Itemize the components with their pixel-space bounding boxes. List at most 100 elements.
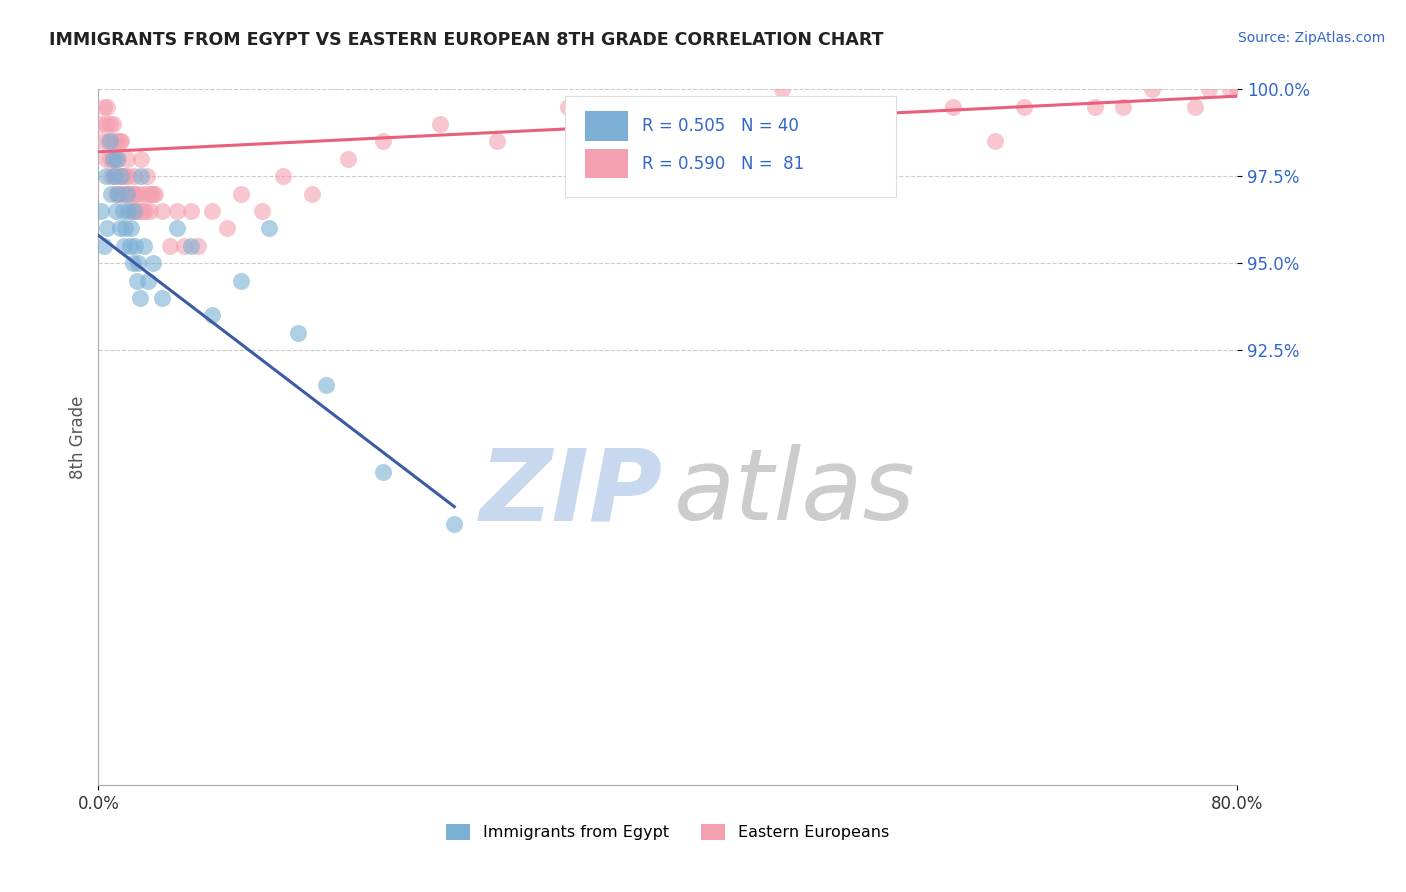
Point [91, 135, 114, 149]
Point [1112, 100, 1135, 114]
Point [120, 221, 142, 235]
Point [187, 239, 209, 253]
Point [108, 135, 131, 149]
Point [122, 169, 145, 184]
Point [273, 169, 295, 184]
Point [122, 204, 145, 219]
Point [110, 169, 132, 184]
Point [127, 256, 149, 270]
Point [301, 186, 323, 201]
Point [90, 204, 112, 219]
Point [103, 169, 125, 184]
Point [129, 169, 152, 184]
Point [166, 221, 188, 235]
Point [1012, 100, 1035, 114]
Point [110, 135, 132, 149]
Point [152, 291, 174, 305]
Point [1084, 100, 1107, 114]
Point [166, 204, 188, 219]
Point [120, 204, 142, 219]
Point [128, 291, 150, 305]
Point [97, 135, 120, 149]
Point [108, 221, 131, 235]
Point [201, 309, 224, 323]
Point [125, 204, 148, 219]
Point [132, 186, 155, 201]
Point [180, 204, 202, 219]
Point [104, 186, 127, 201]
Point [107, 186, 129, 201]
Point [101, 152, 124, 166]
Point [136, 274, 159, 288]
Point [141, 186, 163, 201]
Point [128, 204, 150, 219]
Point [115, 152, 138, 166]
Point [813, 152, 835, 166]
Point [105, 135, 128, 149]
Point [98, 117, 121, 131]
Point [138, 204, 160, 219]
Point [100, 169, 122, 184]
Point [104, 152, 127, 166]
Point [1226, 82, 1249, 96]
Point [118, 186, 141, 201]
Point [94, 152, 117, 166]
Point [100, 186, 122, 201]
Point [121, 256, 143, 270]
Point [107, 152, 129, 166]
Point [111, 204, 134, 219]
Point [443, 517, 465, 532]
Point [132, 239, 155, 253]
Point [770, 82, 793, 96]
Point [139, 186, 162, 201]
Point [131, 204, 153, 219]
Point [107, 186, 129, 201]
Point [699, 100, 721, 114]
Point [1198, 82, 1220, 96]
Point [98, 152, 121, 166]
Point [117, 169, 139, 184]
Point [108, 169, 131, 184]
FancyBboxPatch shape [565, 96, 896, 197]
Point [1140, 82, 1163, 96]
Text: ZIP: ZIP [479, 444, 662, 541]
Point [101, 117, 124, 131]
Point [90, 117, 112, 131]
Point [984, 135, 1007, 149]
Point [856, 100, 879, 114]
Point [141, 256, 163, 270]
Point [94, 169, 117, 184]
Point [112, 186, 135, 201]
Point [371, 135, 394, 149]
Point [229, 186, 252, 201]
Point [557, 100, 579, 114]
Text: R = 0.590   N =  81: R = 0.590 N = 81 [641, 154, 804, 173]
Point [115, 186, 138, 201]
Point [98, 135, 121, 149]
Point [96, 221, 118, 235]
Point [173, 239, 195, 253]
Point [250, 204, 273, 219]
Point [96, 100, 118, 114]
Point [371, 465, 394, 479]
Bar [585, 112, 628, 141]
Text: Source: ZipAtlas.com: Source: ZipAtlas.com [1237, 31, 1385, 45]
Point [127, 186, 149, 201]
Point [114, 221, 136, 235]
Point [486, 135, 509, 149]
Y-axis label: 8th Grade: 8th Grade [69, 395, 87, 479]
Point [628, 117, 651, 131]
Bar [585, 149, 628, 178]
Point [121, 186, 143, 201]
Point [101, 152, 124, 166]
Point [315, 378, 337, 392]
Point [229, 274, 252, 288]
Point [114, 169, 136, 184]
Point [124, 239, 146, 253]
Point [180, 239, 202, 253]
Text: atlas: atlas [673, 444, 915, 541]
Point [110, 186, 132, 201]
Point [103, 135, 125, 149]
Point [93, 239, 115, 253]
Point [145, 186, 167, 201]
